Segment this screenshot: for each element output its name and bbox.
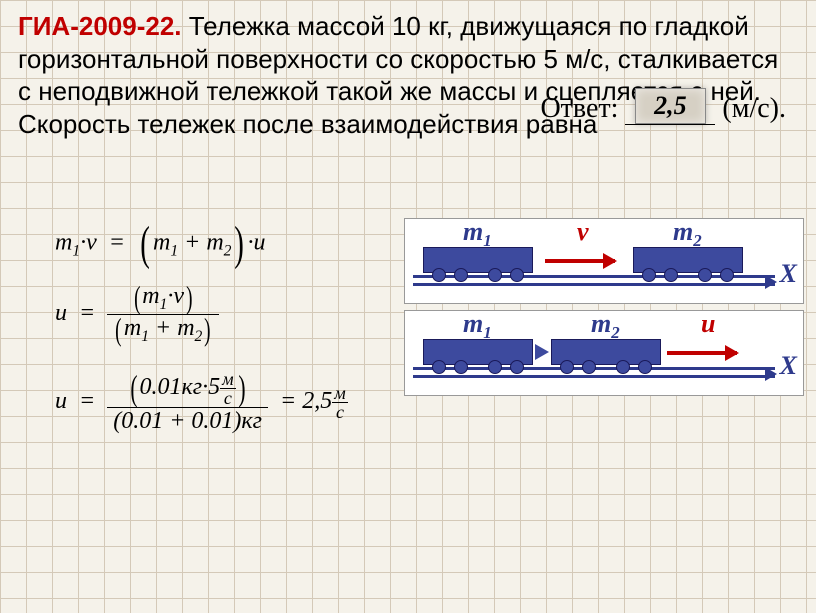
axis-label-x: X	[780, 259, 797, 289]
wheel-icon	[560, 360, 574, 374]
answer-value-box: 2,5	[635, 88, 706, 124]
wheel-icon	[510, 360, 524, 374]
formula-block: m1·v = (m1 + m2)·u u = (m1·v) (m1 + m2) …	[55, 225, 375, 451]
label-m1: m1	[463, 217, 492, 251]
equation-u-numeric: u = (0.01кг·5мс) (0.01 + 0.01)кг = 2,5мс	[55, 370, 375, 435]
coupling-icon	[535, 344, 549, 360]
wheel-icon	[698, 268, 712, 282]
label-u: u	[701, 309, 715, 339]
wheel-icon	[720, 268, 734, 282]
equation-u-symbolic: u = (m1·v) (m1 + m2)	[55, 283, 375, 346]
diagram-before: m1 v m2 X	[404, 218, 804, 304]
wheel-icon	[454, 360, 468, 374]
axis-arrow-icon	[765, 367, 777, 381]
label-v: v	[577, 217, 589, 247]
axis-arrow-icon	[765, 275, 777, 289]
label-m2: m2	[591, 309, 620, 343]
velocity-arrow	[545, 259, 615, 263]
diagram-after: m1 m2 u X	[404, 310, 804, 396]
label-m1: m1	[463, 309, 492, 343]
wheel-icon	[510, 268, 524, 282]
track-bottom	[413, 375, 775, 378]
wheel-icon	[642, 268, 656, 282]
wheel-icon	[488, 268, 502, 282]
problem-label: ГИА-2009-22.	[18, 11, 182, 41]
wheel-icon	[582, 360, 596, 374]
wheel-icon	[638, 360, 652, 374]
equation-momentum: m1·v = (m1 + m2)·u	[55, 225, 375, 263]
answer-line: Ответ: 2,5 (м/с).	[540, 88, 786, 125]
answer-label: Ответ:	[540, 93, 618, 124]
wheel-icon	[664, 268, 678, 282]
velocity-arrow	[667, 351, 737, 355]
wheel-icon	[488, 360, 502, 374]
slide-content: ГИА-2009-22. Тележка массой 10 кг, движу…	[0, 0, 816, 150]
wheel-icon	[432, 360, 446, 374]
diagram-area: m1 v m2 X m1 m2	[404, 218, 804, 402]
label-m2: m2	[673, 217, 702, 251]
track-bottom	[413, 283, 775, 286]
wheel-icon	[432, 268, 446, 282]
axis-label-x: X	[780, 351, 797, 381]
wheel-icon	[454, 268, 468, 282]
wheel-icon	[616, 360, 630, 374]
answer-unit: (м/с).	[722, 93, 786, 124]
